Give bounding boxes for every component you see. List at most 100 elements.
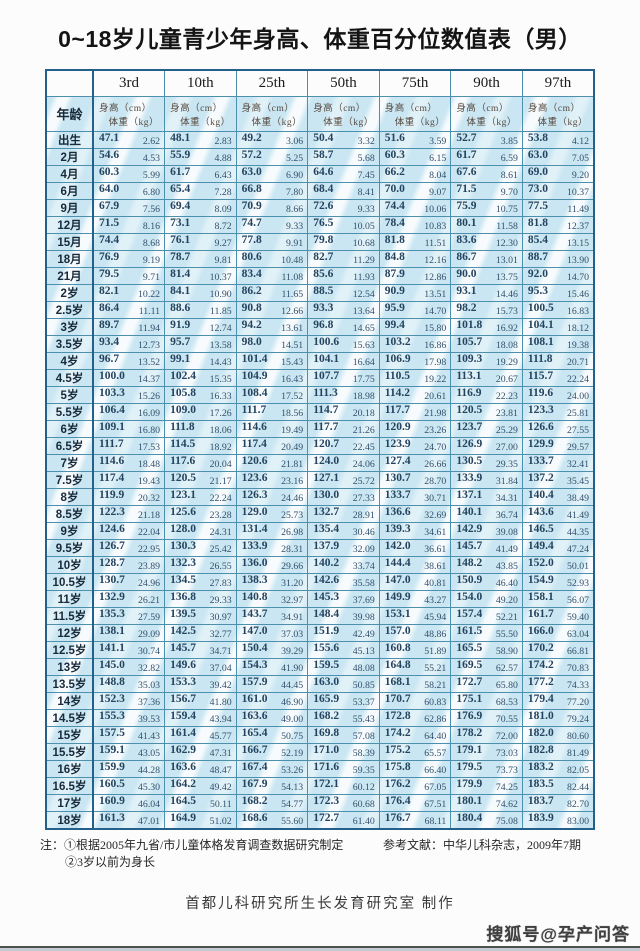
age-cell: 出生: [45, 130, 94, 149]
page-title: 0~18岁儿童青少年身高、体重百分位数值表（男）: [58, 26, 582, 52]
height-value: 183.5: [527, 777, 554, 790]
weight-value: 4.53: [142, 153, 161, 164]
height-value: 171.0: [313, 743, 340, 756]
height-value: 81.8: [384, 233, 405, 246]
weight-value: 50.85: [352, 680, 375, 691]
height-value: 77.5: [527, 199, 548, 212]
height-value: 165.9: [313, 692, 340, 705]
weight-value: 27.55: [566, 425, 589, 436]
height-value: 139.3: [384, 522, 411, 535]
height-value: 175.2: [384, 743, 411, 756]
height-value: 179.9: [456, 777, 483, 790]
weight-value: 15.73: [495, 306, 518, 317]
height-weight-cell: 100.0 14.37: [92, 368, 166, 387]
height-value: 117.4: [99, 471, 125, 484]
height-value: 166.0: [527, 624, 554, 637]
weight-value: 39.42: [209, 680, 232, 691]
height-value: 134.5: [170, 573, 196, 586]
height-weight-cell: 73.1 8.72: [164, 215, 237, 234]
height-value: 162.9: [170, 743, 196, 756]
height-weight-cell: 161.3 47.01: [92, 810, 166, 829]
weight-value: 19.38: [566, 340, 589, 351]
weight-value: 46.40: [495, 578, 518, 589]
height-value: 76.5: [313, 216, 334, 229]
height-value: 163.6: [241, 709, 268, 722]
height-weight-cell: 111.3 18.98: [307, 385, 380, 404]
height-weight-cell: 134.5 27.83: [164, 572, 237, 591]
weight-value: 23.28: [209, 510, 232, 521]
weight-value: 46.90: [281, 697, 304, 708]
height-value: 74.4: [384, 199, 405, 212]
age-cell: 3岁: [45, 317, 94, 336]
height-value: 142.5: [170, 624, 196, 637]
height-value: 69.4: [170, 199, 191, 212]
height-value: 163.0: [313, 675, 340, 688]
table-row: 13岁 145.0 32.82 149.6 37.04 154.3 41.90 159.5 48…: [45, 657, 595, 676]
height-weight-cell: 120.5 23.81: [450, 402, 523, 421]
table-row: 7岁 114.6 18.48 117.6 20.04 120.6 21.81 124.0 24.…: [45, 453, 595, 472]
height-weight-cell: 58.7 5.68: [307, 147, 380, 166]
weight-value: 60.83: [424, 697, 447, 708]
height-weight-cell: 96.7 13.52: [92, 351, 166, 370]
height-unit-label: 身高（cm）: [170, 103, 223, 114]
height-value: 175.8: [384, 760, 411, 773]
height-value: 165.4: [241, 726, 268, 739]
height-weight-cell: 148.4 39.98: [307, 606, 380, 625]
height-weight-cell: 120.7 22.45: [307, 436, 380, 455]
weight-value: 7.56: [142, 204, 161, 215]
weight-value: 9.07: [429, 187, 447, 198]
height-value: 111.8: [170, 420, 195, 433]
height-value: 79.5: [99, 267, 120, 280]
height-value: 61.7: [456, 148, 477, 161]
weight-value: 57.08: [352, 731, 375, 742]
height-unit-label: 身高（cm）: [241, 103, 295, 114]
height-weight-cell: 85.6 11.93: [307, 266, 380, 285]
weight-value: 13.15: [566, 238, 589, 249]
height-value: 80.1: [456, 216, 477, 229]
height-weight-cell: 123.3 25.81: [521, 402, 595, 421]
height-value: 168.2: [241, 794, 268, 807]
age-cell: 5岁: [45, 385, 94, 404]
height-weight-cell: 182.8 81.49: [521, 742, 595, 761]
weight-value: 16.09: [138, 408, 161, 419]
weight-value: 11.58: [496, 221, 518, 232]
weight-value: 6.80: [142, 187, 161, 198]
table-row: 11.5岁 135.3 27.59 139.5 30.97 143.7 34.91 148.4…: [45, 606, 595, 625]
height-weight-cell: 175.8 66.40: [378, 759, 452, 778]
weight-value: 32.41: [566, 459, 589, 470]
weight-value: 25.42: [209, 544, 232, 555]
height-value: 72.6: [313, 199, 334, 212]
table-row: 7.5岁 117.4 19.43 120.5 21.17 123.6 23.16 127.1 2…: [45, 470, 595, 489]
height-value: 128.0: [170, 522, 196, 535]
weight-value: 20.18: [352, 408, 375, 419]
weight-value: 28.70: [424, 476, 447, 487]
height-weight-cell: 125.6 23.28: [164, 504, 237, 523]
weight-value: 64.40: [424, 731, 447, 742]
weight-value: 13.61: [281, 323, 304, 334]
height-weight-cell: 98.2 15.73: [450, 300, 523, 319]
height-value: 151.9: [313, 624, 340, 637]
weight-unit-label: 体重（kg）: [466, 117, 517, 128]
weight-value: 31.84: [495, 476, 518, 487]
height-weight-cell: 126.9 27.00: [450, 436, 523, 455]
weight-value: 17.98: [424, 357, 447, 368]
height-weight-cell: 86.4 11.11: [92, 300, 166, 319]
height-value: 76.9: [99, 250, 120, 263]
weight-value: 29.33: [209, 595, 232, 606]
age-cell: 4月: [45, 164, 94, 183]
height-value: 60.3: [99, 165, 120, 178]
weight-value: 16.64: [352, 357, 375, 368]
weight-value: 39.08: [495, 527, 518, 538]
height-weight-cell: 163.0 50.85: [307, 674, 380, 693]
height-weight-cell: 75.9 10.75: [450, 198, 523, 217]
height-value: 114.7: [313, 403, 339, 416]
height-weight-cell: 139.3 34.61: [378, 521, 452, 540]
weight-value: 8.66: [286, 204, 304, 215]
height-weight-cell: 165.4 50.75: [235, 725, 309, 744]
table-row: 17岁 160.9 46.04 164.5 50.11 168.2 54.77 172.3 60…: [45, 793, 595, 812]
height-weight-cell: 123.1 22.24: [164, 487, 237, 506]
height-weight-cell: 106.4 16.09: [92, 402, 166, 421]
weight-value: 10.48: [281, 255, 304, 266]
height-value: 180.1: [456, 794, 483, 807]
note-line-1: 注：①根据2005年九省/市儿童体格发育调查数据研究制定: [40, 837, 355, 854]
